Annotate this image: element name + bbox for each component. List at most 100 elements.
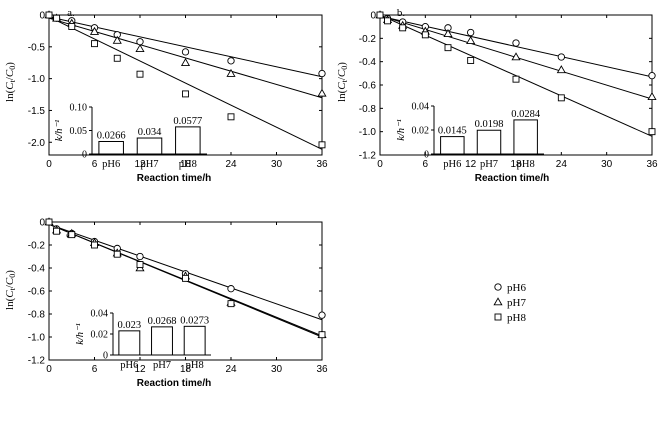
- inset-bar-ph8: [183, 325, 206, 356]
- y-tick-label: -0.2: [359, 34, 377, 45]
- data-point-ph7: [317, 88, 327, 97]
- fit-line-ph8: [48, 16, 323, 150]
- data-point-ph8: [91, 40, 98, 48]
- inset-y-axis-title: k/h⁻¹: [396, 119, 407, 141]
- inset-bar-ph8: [513, 119, 538, 155]
- data-point-ph8: [512, 75, 520, 83]
- inset-bar-value-label: 0.0577: [173, 116, 202, 127]
- x-axis-title: Reaction time/h: [137, 173, 211, 184]
- inset-bar-chart: 0 0.02 0.04 k/h⁻¹ 0.0145 pH6 0.0198 pH7 0.0284 pH…: [396, 102, 544, 170]
- data-point-ph6: [318, 69, 326, 78]
- y-tick-label: -1.0: [28, 74, 46, 85]
- y-tick-label: -0.4: [28, 264, 46, 275]
- inset-y-tick-label: 0: [103, 351, 108, 362]
- data-point-ph8: [136, 261, 144, 268]
- x-tick-label: 30: [601, 159, 613, 170]
- data-point-ph8: [182, 90, 189, 98]
- inset-category-label: pH8: [179, 159, 197, 170]
- data-point-ph8: [113, 54, 121, 62]
- data-point-ph8: [182, 274, 189, 282]
- y-axis-title: ln(Ct/C0): [336, 62, 349, 102]
- x-tick-label: 18: [180, 159, 192, 170]
- inset-bar-chart: 0 0.02 0.04 k/h⁻¹ 0.023 pH6 0.0268 pH7 0.0273 pH8: [75, 309, 211, 371]
- panel-label: b.: [397, 7, 406, 19]
- y-tick-label: -1.2: [28, 356, 46, 367]
- data-point-ph6: [512, 39, 520, 47]
- inset-y-tick-label: 0.02: [412, 126, 430, 137]
- data-point-ph8: [421, 31, 429, 39]
- inset-bar-value-label: 0.0273: [180, 315, 209, 326]
- fit-line-ph7: [48, 17, 323, 99]
- data-point-ph8: [53, 227, 61, 235]
- y-tick-label: -1.5: [28, 106, 46, 117]
- data-point-ph6: [181, 48, 190, 56]
- inset-bar-value-label: 0.0198: [475, 119, 504, 130]
- inset-bar-ph7: [151, 326, 173, 356]
- y-tick-label: -0.4: [359, 57, 377, 68]
- fit-line-ph6: [48, 16, 323, 78]
- y-tick-label: -0.5: [28, 42, 46, 53]
- x-tick-label: 24: [556, 159, 568, 170]
- x-tick-label: 36: [316, 364, 328, 375]
- data-point-ph8: [318, 141, 326, 149]
- legend-label-ph6: pH6: [507, 282, 526, 294]
- y-tick-label: 0: [370, 11, 376, 22]
- x-axis-title: Reaction time/h: [475, 173, 549, 184]
- inset-y-tick-label: 0.04: [412, 102, 430, 113]
- inset-category-label: pH6: [120, 360, 138, 371]
- inset-bar-ph6: [118, 330, 141, 356]
- inset-category-label: pH7: [153, 360, 171, 371]
- chart-panel: 0 6 12 18 24 30 360-0.2-0.4-0.6-0.8-1.0-1.2Rea…: [4, 217, 328, 389]
- y-tick-label: -0.8: [28, 310, 46, 321]
- y-tick-label: -1.0: [28, 333, 46, 344]
- x-tick-label: 36: [316, 159, 328, 170]
- data-point-ph7: [443, 28, 453, 37]
- y-tick-label: 0: [39, 11, 45, 22]
- x-tick-label: 0: [46, 159, 52, 170]
- data-point-ph8: [136, 70, 144, 78]
- data-point-ph8: [318, 331, 326, 339]
- x-tick-label: 6: [423, 159, 429, 170]
- inset-category-label: pH6: [102, 159, 120, 170]
- inset-y-tick-label: 0.10: [70, 103, 88, 114]
- inset-y-axis-title: k/h⁻¹: [75, 323, 86, 345]
- data-point-ph7: [226, 68, 236, 77]
- x-tick-label: 12: [134, 364, 146, 375]
- x-tick-label: 24: [225, 364, 237, 375]
- data-point-ph7: [466, 35, 476, 44]
- data-point-ph7: [511, 52, 521, 61]
- data-point-ph8: [467, 57, 475, 64]
- inset-y-tick-label: 0.02: [91, 330, 109, 341]
- legend: pH6 pH7 pH8: [493, 282, 526, 324]
- inset-bar-ph6: [440, 136, 465, 155]
- inset-bar-value-label: 0.0145: [438, 126, 467, 137]
- data-point-ph6: [648, 72, 656, 80]
- x-tick-label: 0: [377, 159, 383, 170]
- legend-label-ph8: pH8: [507, 312, 526, 324]
- data-point-ph8: [68, 23, 76, 30]
- inset-bar-ph6: [98, 140, 124, 155]
- inset-bar-ph7: [476, 129, 502, 155]
- inset-y-tick-label: 0: [424, 150, 429, 161]
- data-point-ph6: [136, 38, 144, 46]
- x-tick-label: 24: [225, 159, 237, 170]
- data-point-ph6: [557, 53, 565, 61]
- y-axis-title: ln(Ct/C0): [4, 62, 17, 102]
- inset-bar-ph8: [175, 126, 201, 155]
- inset-y-tick-label: 0.05: [70, 126, 88, 137]
- data-point-ph7: [647, 91, 657, 100]
- inset-bar-chart: 0 0.05 0.10 k/h⁻¹ 0.0266 pH6 0.034 pH7 0.0577 pH8: [54, 103, 207, 170]
- x-axis-title: Reaction time/h: [137, 378, 211, 389]
- x-tick-label: 30: [271, 159, 283, 170]
- y-tick-label: 0: [39, 218, 45, 229]
- data-point-ph6: [136, 252, 144, 261]
- data-point-ph8: [91, 241, 98, 249]
- inset-bar-value-label: 0.0284: [511, 109, 541, 120]
- data-point-ph6: [467, 28, 475, 37]
- inset-bar-value-label: 0.0268: [148, 316, 177, 327]
- data-point-ph7: [112, 35, 122, 44]
- data-point-ph8: [399, 24, 407, 32]
- inset-category-label: pH8: [517, 159, 535, 170]
- panel-label: a.: [67, 7, 75, 19]
